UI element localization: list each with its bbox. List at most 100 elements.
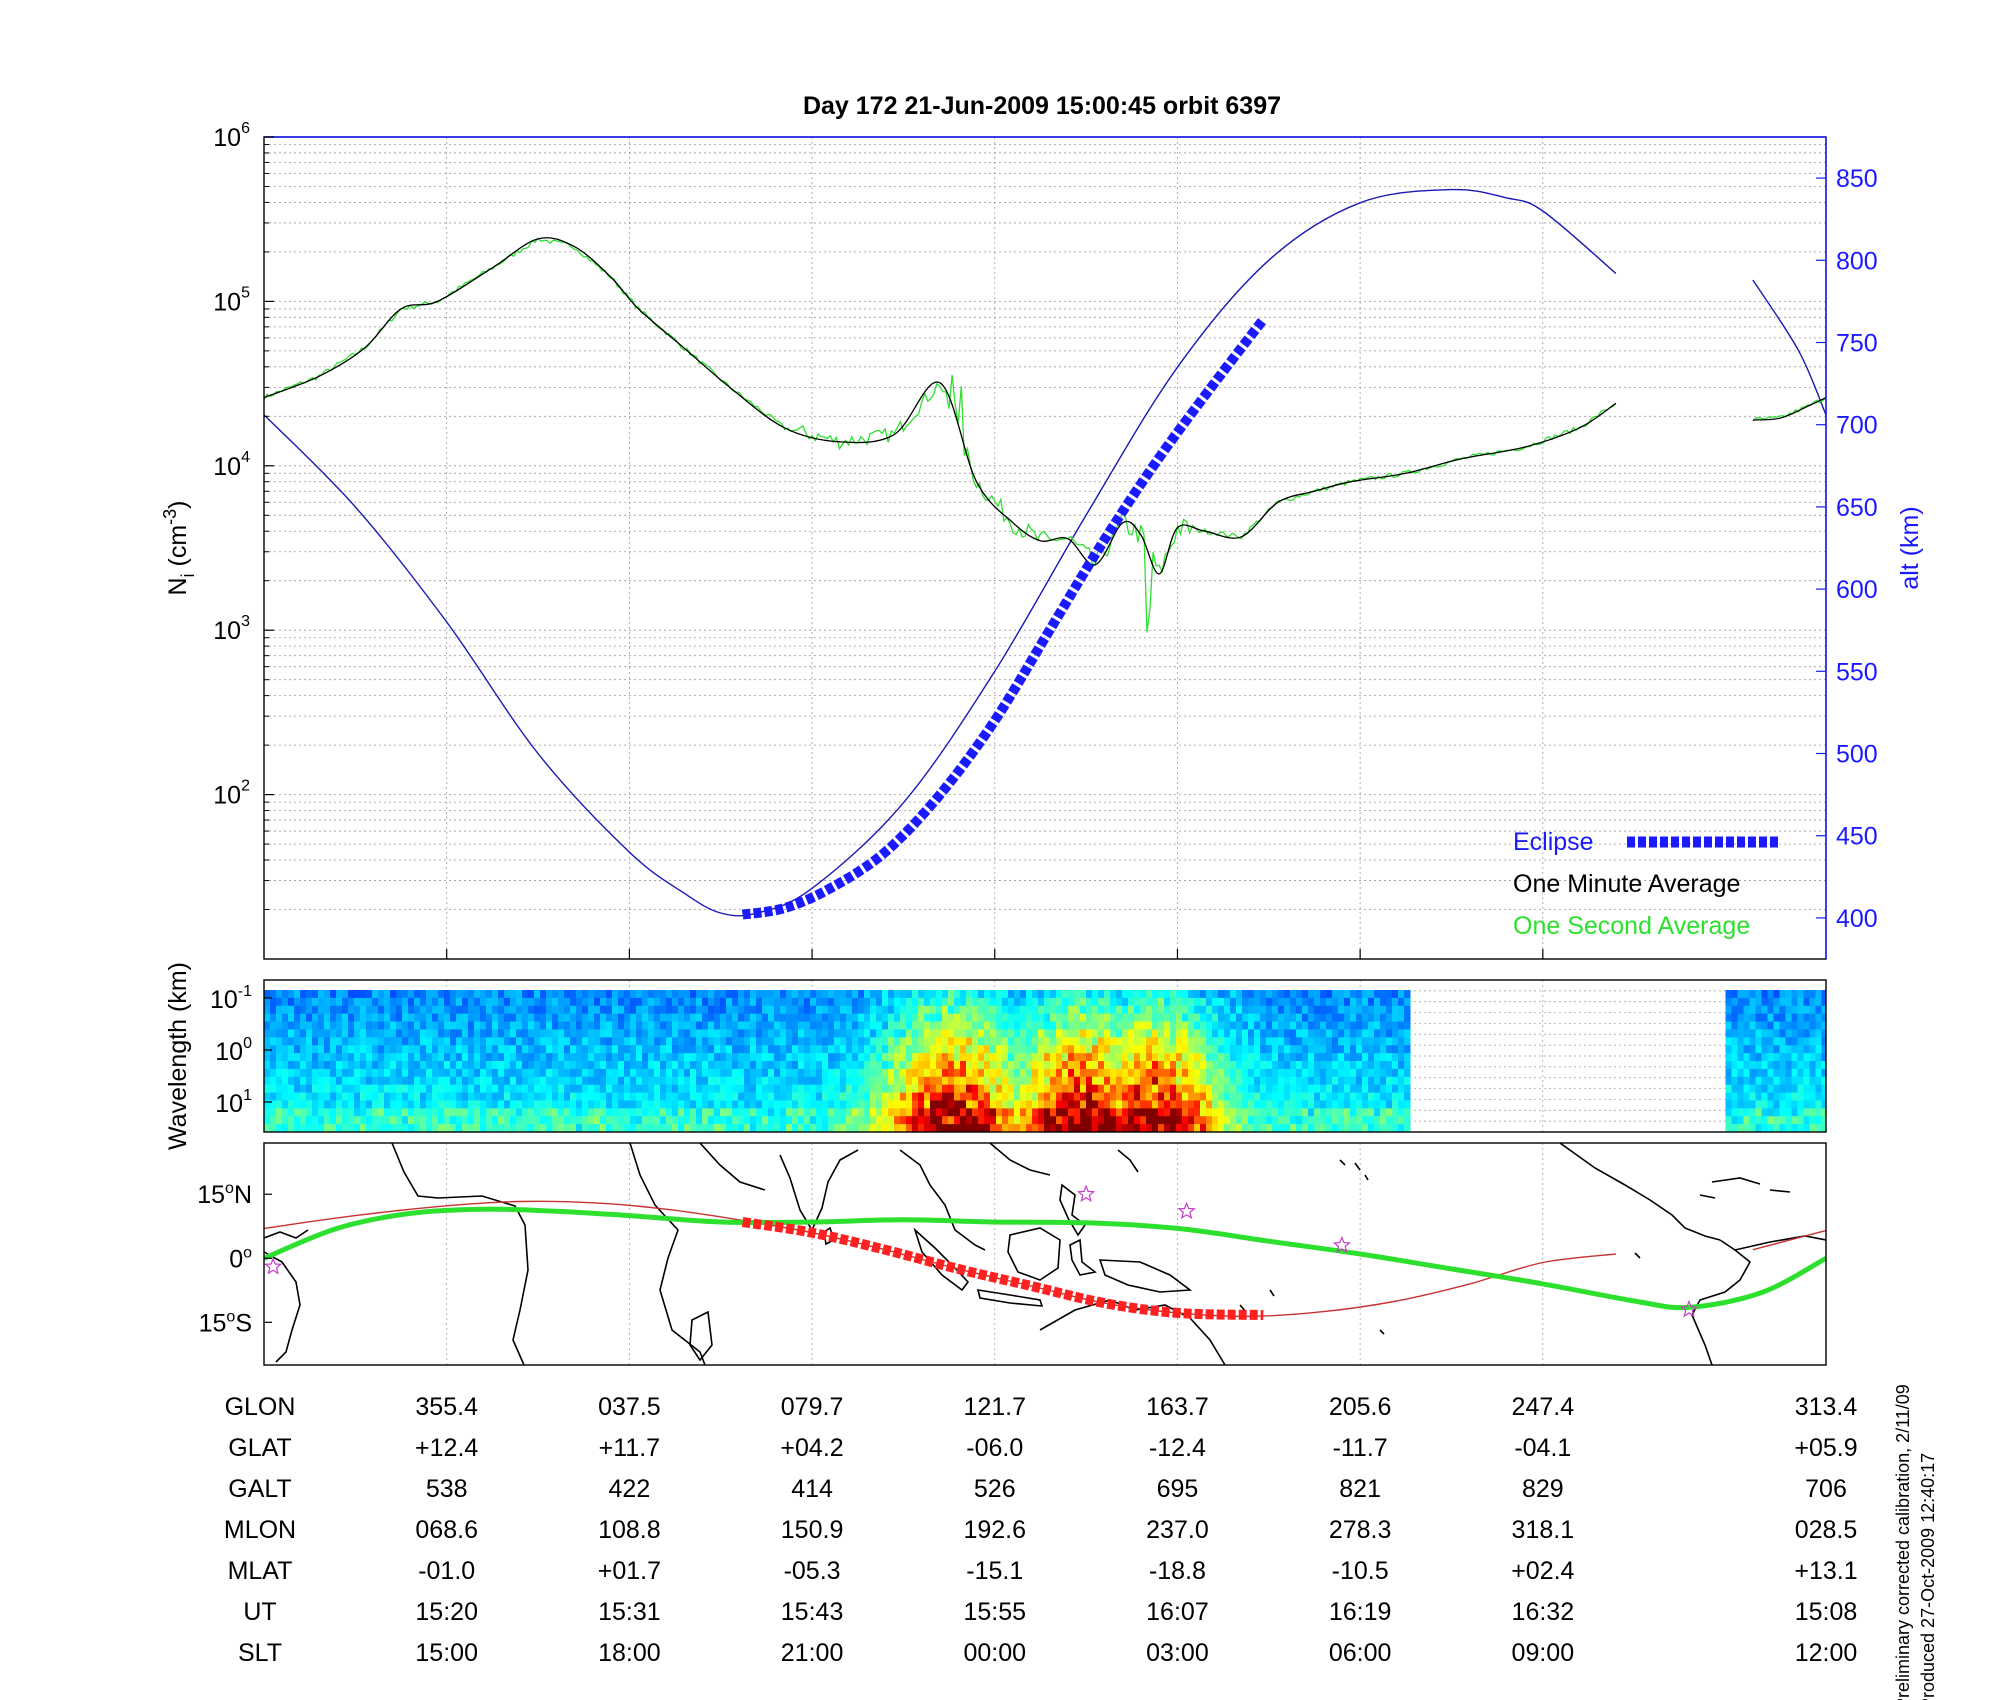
spectrogram-cell — [1743, 1108, 1751, 1117]
spectrogram-cell — [528, 1076, 535, 1086]
spectrogram-cell — [480, 1084, 487, 1094]
spectrogram-cell — [1260, 1061, 1267, 1070]
spectrogram-cell — [1326, 1013, 1333, 1023]
spectrogram-cell — [1308, 1076, 1315, 1086]
table-cell: -18.8 — [1149, 1557, 1206, 1585]
spectrogram-cell — [1749, 1053, 1757, 1062]
spectrogram-cell — [534, 1100, 541, 1109]
spectrogram-cell — [654, 1013, 661, 1023]
spectrogram-cell — [342, 1084, 349, 1094]
table-cell: 09:00 — [1512, 1639, 1575, 1667]
spectrogram-cell — [960, 1108, 967, 1117]
spectrogram-cell — [960, 1076, 967, 1086]
spectrogram-cell — [1803, 1045, 1811, 1054]
spectrogram-cell — [1254, 1037, 1261, 1046]
spectrogram-cell — [822, 990, 829, 999]
spectrogram-cell — [1002, 1100, 1009, 1109]
spectrogram-cell — [846, 1100, 853, 1109]
spectrogram-cell — [1152, 1005, 1159, 1015]
spectrogram-cell — [912, 1092, 919, 1101]
spectrogram-cell — [894, 1108, 901, 1117]
caribbean-islands — [1699, 1177, 1791, 1199]
spectrogram-cell — [1134, 1084, 1141, 1094]
spectrogram-cell — [726, 1068, 733, 1078]
spectrogram-cell — [822, 1021, 829, 1030]
spectrogram-cell — [1809, 997, 1817, 1007]
spectrogram-cell — [972, 1092, 979, 1101]
spectrogram-cell — [384, 1045, 391, 1054]
spectrogram-cell — [312, 1100, 319, 1109]
spectrogram-cell — [786, 1037, 793, 1046]
spectrogram-cell — [498, 1124, 505, 1132]
spectrogram-cell — [630, 1076, 637, 1086]
spectrogram-cell — [636, 990, 643, 999]
spectrogram-cell — [1773, 1061, 1781, 1070]
spectrogram-cell — [816, 1029, 823, 1038]
spectrogram-cell — [1761, 1084, 1769, 1094]
spectrogram-cell — [516, 1100, 523, 1109]
spectrogram-cell — [996, 1124, 1003, 1132]
spectrogram-cell — [996, 1005, 1003, 1015]
spectrogram-cell — [348, 990, 355, 999]
spectrogram-cell — [648, 1037, 655, 1046]
spectrogram-cell — [990, 1021, 997, 1030]
spectrogram-cell — [708, 1108, 715, 1117]
spectrogram-cell — [570, 1076, 577, 1086]
spectrogram-cell — [516, 1029, 523, 1038]
spectrogram-cell — [750, 1029, 757, 1038]
spectrogram-cell — [1098, 1061, 1105, 1070]
spectrogram-cell — [702, 1084, 709, 1094]
spectrogram-cell — [396, 1092, 403, 1101]
spectrogram-cell — [1392, 1061, 1399, 1070]
spectrogram-cell — [744, 1013, 751, 1023]
spectrogram-cell — [1278, 1068, 1285, 1078]
spectrogram-cell — [1104, 1068, 1111, 1078]
spectrogram-cell — [762, 1124, 769, 1132]
spectrogram-cell — [930, 1037, 937, 1046]
central-america-coast — [1559, 1143, 1721, 1241]
spectrogram-cell — [1092, 1100, 1099, 1109]
table-cell: 18:00 — [598, 1639, 661, 1667]
spectrogram-cell — [738, 1045, 745, 1054]
spectrogram-cell — [1218, 1084, 1225, 1094]
spectrogram-cell — [492, 1061, 499, 1070]
spectrogram-cell — [396, 1029, 403, 1038]
spectrogram-cell — [1254, 1100, 1261, 1109]
spectrogram-cell — [408, 1124, 415, 1132]
spectrogram-cell — [384, 1061, 391, 1070]
spectrogram-cell — [540, 1124, 547, 1132]
new-guinea — [1098, 1259, 1193, 1293]
left-tick-label: 104 — [213, 449, 250, 481]
spectrogram-cell — [672, 1045, 679, 1054]
spectrogram-cell — [756, 1100, 763, 1109]
spectrogram-cell — [570, 1045, 577, 1054]
spectrogram-cell — [1032, 1100, 1039, 1109]
spectrogram-cell — [1182, 1108, 1189, 1117]
spectrogram-cell — [894, 1005, 901, 1015]
spectrogram-cell — [1392, 990, 1399, 999]
spectrogram-cell — [1002, 1045, 1009, 1054]
spectrogram-cell — [1104, 1053, 1111, 1062]
spectrogram-cell — [960, 997, 967, 1007]
spectrogram-cell — [900, 1092, 907, 1101]
spectrogram-cell — [384, 1100, 391, 1109]
spectrogram-cell — [792, 1084, 799, 1094]
spectrogram-cell — [924, 1013, 931, 1023]
spectrogram-cell — [882, 1037, 889, 1046]
spectrogram-cell — [1761, 1108, 1769, 1117]
spectrogram-cell — [396, 997, 403, 1007]
spectrogram-cell — [954, 990, 961, 999]
spectrogram-cell — [732, 1100, 739, 1109]
spectrogram-cell — [642, 1021, 649, 1030]
spectrogram-cell — [666, 1100, 673, 1109]
spectrogram-cell — [384, 1068, 391, 1078]
spectrogram-cell — [594, 1100, 601, 1109]
spectrogram-cell — [1344, 1037, 1351, 1046]
spectrogram-cell — [1338, 1092, 1345, 1101]
spectrogram-cell — [1398, 1021, 1405, 1030]
spectrogram-cell — [360, 1061, 367, 1070]
spectrogram-cell — [1248, 990, 1255, 999]
spectrogram-cell — [294, 1013, 301, 1023]
spectrogram-cell — [1194, 1092, 1201, 1101]
right-tick-label: 800 — [1836, 247, 1878, 275]
